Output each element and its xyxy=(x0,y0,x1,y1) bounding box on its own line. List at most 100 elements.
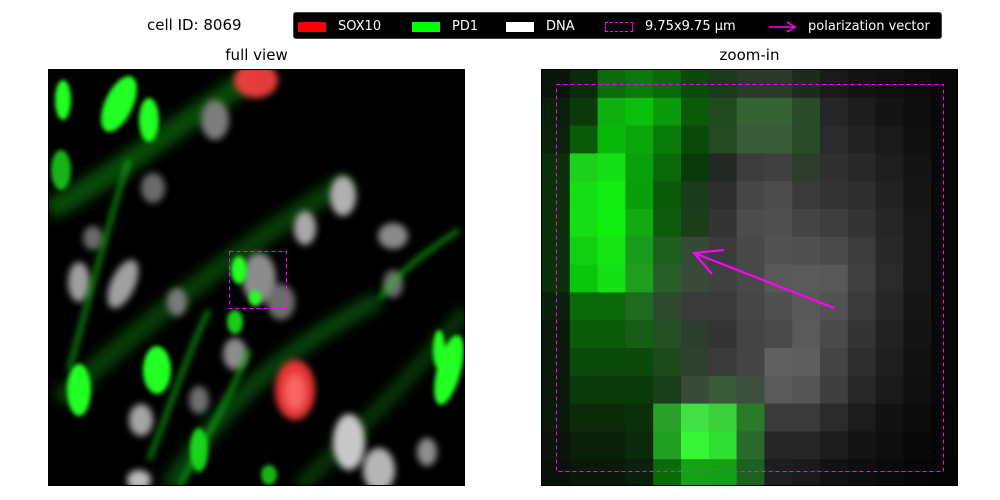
zoom-pixel xyxy=(820,348,849,377)
legend-label: polarization vector xyxy=(808,19,930,34)
zoom-pixel xyxy=(569,375,599,405)
zoom-pixel xyxy=(903,375,932,405)
zoom-pixel xyxy=(708,375,738,405)
full-view-image xyxy=(48,69,465,486)
zoom-pixel xyxy=(875,375,904,405)
zoom-pixel xyxy=(736,320,765,349)
zoom-pixel xyxy=(597,375,626,405)
zoom-pixel xyxy=(653,153,682,182)
zoom-pixel xyxy=(681,292,710,321)
legend-label: SOX10 xyxy=(338,19,382,34)
zoom-pixel xyxy=(708,153,738,182)
zoom-pixel xyxy=(764,97,793,127)
zoom-pixel xyxy=(792,153,821,182)
zoom-roi-box xyxy=(556,84,944,472)
zoom-pixel xyxy=(931,97,957,127)
zoom-pixel xyxy=(875,403,904,432)
zoom-pixel xyxy=(569,181,599,210)
zoom-pixel xyxy=(931,403,957,432)
zoom-pixel xyxy=(681,459,710,485)
zoom-pixel xyxy=(736,348,765,377)
zoom-pixel xyxy=(792,125,821,154)
zoom-pixel xyxy=(931,153,957,182)
full-view-title: full view xyxy=(225,46,288,64)
zoom-pixel xyxy=(681,431,710,460)
zoom-pixel xyxy=(625,431,654,460)
zoom-pixel xyxy=(764,320,793,349)
zoom-pixel xyxy=(792,264,821,293)
zoom-pixel xyxy=(875,264,904,293)
zoom-pixel xyxy=(569,97,599,127)
zoom-pixel xyxy=(681,97,710,127)
zoom-pixel xyxy=(736,125,765,154)
zoom-pixel xyxy=(597,125,626,154)
zoom-pixel xyxy=(597,97,626,127)
zoom-pixel xyxy=(625,236,654,266)
zoom-pixel xyxy=(681,153,710,182)
zoom-pixel xyxy=(625,403,654,432)
zoom-pixel xyxy=(847,348,877,377)
zoom-pixel xyxy=(736,97,765,127)
zoom-pixel xyxy=(681,348,710,377)
zoom-pixel xyxy=(597,292,626,321)
zoom-pixel xyxy=(875,125,904,154)
zoom-pixel xyxy=(820,459,849,485)
zoom-pixel xyxy=(625,292,654,321)
legend-item-dna: DNA xyxy=(506,13,575,40)
zoom-pixel xyxy=(736,459,765,485)
zoom-pixel xyxy=(597,153,626,182)
zoom-pixel xyxy=(708,264,738,293)
zoom-pixel xyxy=(875,97,904,127)
zoom-pixel xyxy=(847,375,877,405)
zoom-pixel xyxy=(931,375,957,405)
zoom-pixel xyxy=(903,459,932,485)
dna-swatch xyxy=(506,21,534,32)
zoom-pixel xyxy=(903,431,932,460)
zoom-pixel xyxy=(569,348,599,377)
legend-item-vector: polarization vector xyxy=(768,13,930,40)
zoom-pixel xyxy=(931,181,957,210)
zoom-pixel xyxy=(875,236,904,266)
zoom-pixel xyxy=(625,97,654,127)
zoom-pixel xyxy=(625,153,654,182)
zoom-pixel xyxy=(569,125,599,154)
zoom-pixel xyxy=(875,209,904,238)
cell-id-label: cell ID: 8069 xyxy=(147,16,242,34)
zoom-pixel xyxy=(569,459,599,485)
zoom-pixel xyxy=(653,264,682,293)
zoom-pixel xyxy=(792,209,821,238)
zoom-pixel xyxy=(903,181,932,210)
zoom-pixel xyxy=(653,181,682,210)
zoom-pixel xyxy=(653,403,682,432)
zoom-pixel xyxy=(681,209,710,238)
zoom-pixel xyxy=(736,431,765,460)
zoom-pixel xyxy=(764,209,793,238)
zoom-pixel xyxy=(653,375,682,405)
zoom-pixel xyxy=(847,264,877,293)
zoom-pixel xyxy=(792,459,821,485)
zoom-pixel xyxy=(903,320,932,349)
zoom-in-title: zoom-in xyxy=(719,46,780,64)
zoom-pixel xyxy=(681,403,710,432)
zoom-pixel xyxy=(903,209,932,238)
zoom-pixel xyxy=(708,348,738,377)
zoom-pixel xyxy=(708,125,738,154)
zoom-pixel xyxy=(792,403,821,432)
zoom-pixel xyxy=(820,292,849,321)
zoom-pixel xyxy=(681,181,710,210)
zoom-pixel xyxy=(903,292,932,321)
zoom-pixel xyxy=(875,431,904,460)
zoom-pixel xyxy=(653,97,682,127)
zoom-in-image xyxy=(541,69,958,486)
zoom-pixel xyxy=(708,292,738,321)
legend-label: 9.75x9.75 μm xyxy=(645,19,736,34)
zoom-pixel xyxy=(931,125,957,154)
zoom-pixel xyxy=(736,181,765,210)
zoom-pixel xyxy=(847,97,877,127)
zoom-pixel xyxy=(847,292,877,321)
zoom-pixel xyxy=(653,209,682,238)
zoom-pixel xyxy=(681,125,710,154)
zoom-pixel xyxy=(764,431,793,460)
zoom-pixel xyxy=(625,125,654,154)
